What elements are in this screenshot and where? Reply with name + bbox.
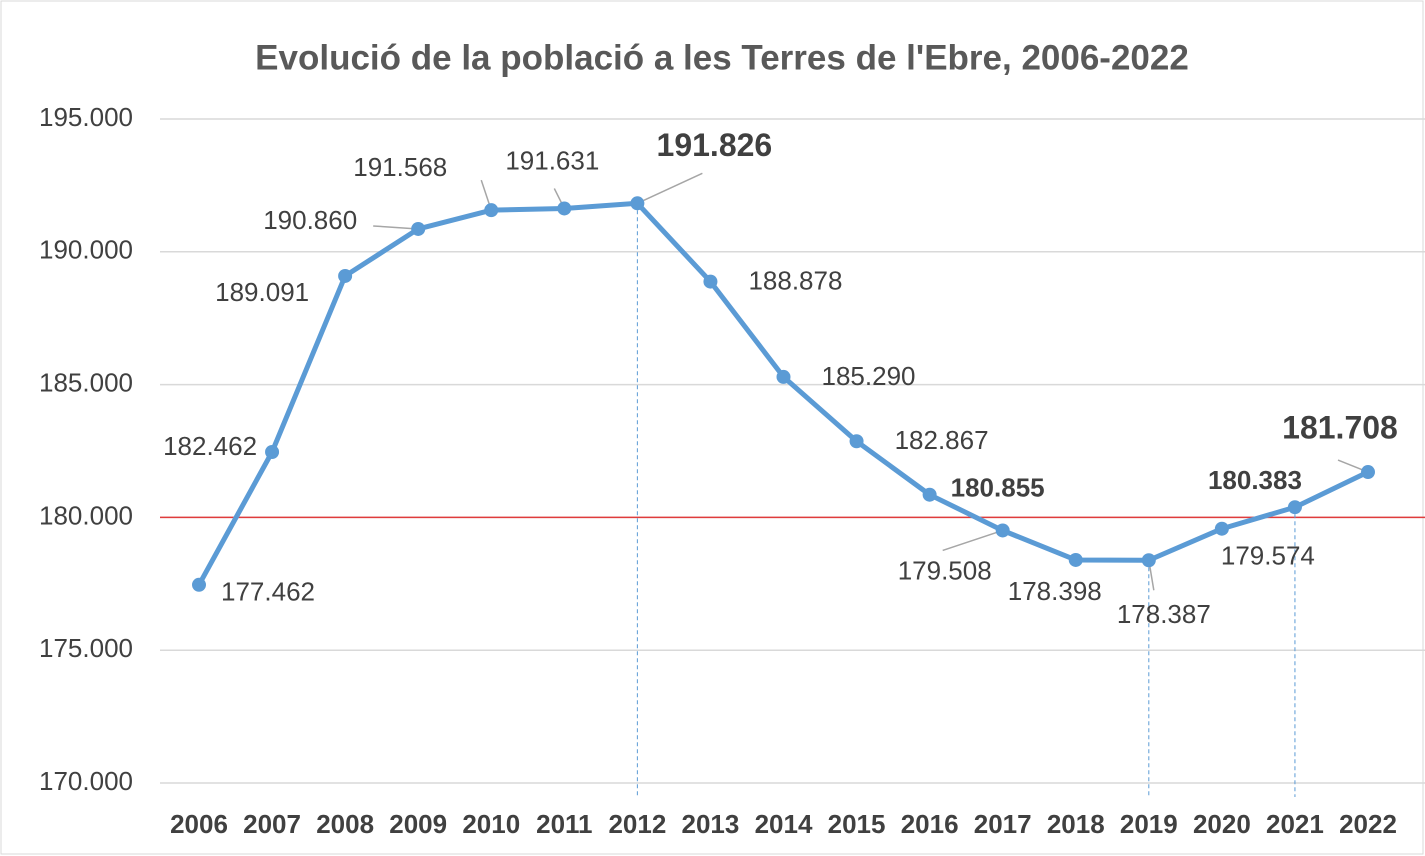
data-point	[1141, 553, 1156, 568]
y-tick-label: 185.000	[39, 367, 133, 397]
x-tick-label: 2022	[1339, 809, 1397, 839]
data-label: 190.860	[263, 205, 357, 235]
y-tick-label: 175.000	[39, 633, 133, 663]
data-label: 182.867	[895, 425, 989, 455]
x-tick-label: 2014	[755, 809, 813, 839]
data-label: 191.826	[657, 127, 773, 163]
leader-line	[942, 529, 1003, 552]
chart-title: Evolució de la població a les Terres de …	[255, 38, 1189, 77]
x-tick-label: 2021	[1266, 809, 1324, 839]
x-tick-label: 2010	[462, 809, 520, 839]
x-tick-label: 2007	[243, 809, 301, 839]
x-tick-label: 2012	[608, 809, 666, 839]
x-tick-label: 2013	[682, 809, 740, 839]
x-tick-label: 2011	[536, 809, 592, 839]
leader-line	[637, 172, 703, 204]
y-tick-label: 170.000	[39, 766, 133, 796]
x-tick-label: 2015	[828, 809, 886, 839]
data-label: 180.383	[1208, 465, 1302, 495]
data-point	[703, 274, 718, 289]
data-label: 182.462	[163, 431, 257, 461]
data-point	[630, 196, 645, 211]
data-label: 181.708	[1282, 409, 1398, 445]
y-tick-label: 195.000	[39, 102, 133, 132]
data-point	[411, 221, 426, 236]
leader-line	[373, 225, 419, 230]
data-point	[338, 268, 353, 283]
data-label: 178.398	[1008, 576, 1102, 606]
x-tick-label: 2016	[901, 809, 959, 839]
data-point	[265, 445, 280, 460]
data-point	[995, 523, 1010, 538]
data-label: 191.568	[353, 152, 447, 182]
y-tick-label: 180.000	[39, 500, 133, 530]
data-point	[557, 201, 572, 216]
data-point	[776, 369, 791, 384]
data-point	[1287, 500, 1302, 515]
data-label: 191.631	[505, 145, 599, 175]
data-label: 180.855	[951, 473, 1045, 503]
data-point	[1361, 465, 1375, 480]
data-point	[192, 577, 206, 592]
data-label: 185.290	[822, 361, 916, 391]
data-label: 177.462	[221, 577, 315, 607]
data-point	[922, 487, 937, 502]
data-label: 179.508	[898, 555, 992, 585]
x-tick-label: 2006	[170, 809, 228, 839]
data-label: 179.574	[1221, 541, 1315, 571]
y-tick-label: 190.000	[39, 235, 133, 265]
data-label: 188.878	[748, 265, 842, 295]
x-tick-label: 2018	[1047, 809, 1105, 839]
data-point	[484, 203, 499, 218]
data-label: 189.091	[215, 277, 309, 307]
data-label: 178.387	[1117, 599, 1211, 629]
x-tick-label: 2020	[1193, 809, 1251, 839]
x-tick-label: 2017	[974, 809, 1032, 839]
data-point	[1068, 552, 1083, 567]
x-tick-label: 2019	[1120, 809, 1178, 839]
x-tick-label: 2008	[316, 809, 374, 839]
data-point	[1214, 521, 1229, 536]
data-point	[849, 434, 864, 449]
x-tick-label: 2009	[389, 809, 447, 839]
